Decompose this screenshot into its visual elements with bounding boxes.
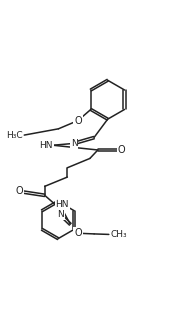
Text: H₃C: H₃C [6, 131, 23, 139]
Text: HN: HN [56, 200, 69, 209]
Text: CH₃: CH₃ [111, 230, 127, 239]
Text: O: O [74, 115, 82, 125]
Text: N: N [71, 139, 78, 148]
Text: N: N [57, 210, 64, 219]
Text: O: O [117, 145, 125, 155]
Text: O: O [15, 187, 23, 196]
Text: O: O [74, 228, 82, 238]
Text: HN: HN [40, 141, 53, 150]
